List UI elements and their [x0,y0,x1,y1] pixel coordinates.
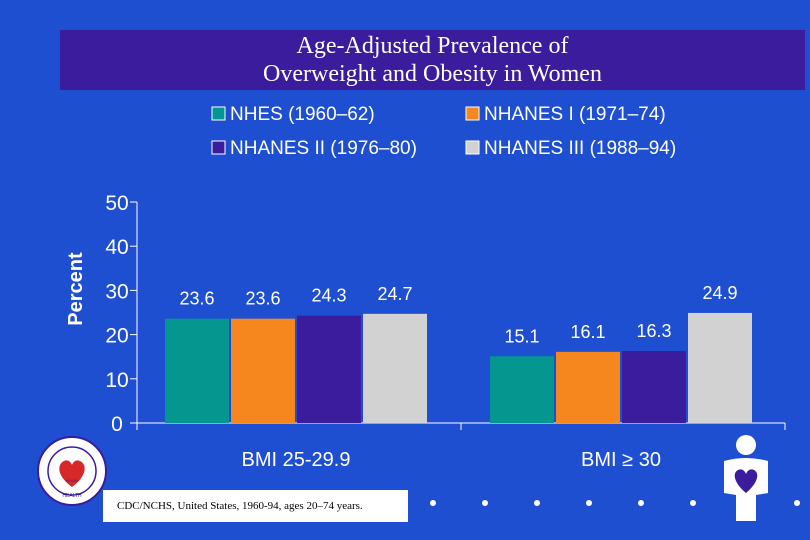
source-footnote: CDC/NCHS, United States, 1960-94, ages 2… [103,490,408,522]
bar [622,350,686,423]
x-category-label: BMI 25-29.9 [242,449,351,471]
bullet-dot-icon [482,500,488,506]
x-category-label: BMI ≥ 30 [581,449,661,471]
bar [231,318,295,423]
legend-label: NHANES II (1976–80) [230,138,417,159]
y-tick-label: 10 [105,369,128,392]
bar [363,313,427,423]
bar [490,356,554,423]
bar-value-label: 23.6 [245,289,280,309]
bar-value-label: 24.3 [311,286,346,306]
seal-text-bottom: HEALTH [62,493,82,499]
bar [688,312,752,423]
bar-value-label: 16.1 [570,322,605,342]
y-tick-label: 20 [105,325,128,348]
bullet-dot-icon [794,500,800,506]
bar [297,315,361,423]
bar-value-label: 15.1 [504,326,539,346]
bar-value-label: 23.6 [179,289,214,309]
y-tick-label: 50 [105,192,128,215]
legend-swatch [465,140,480,155]
chart-title-line-1: Age-Adjusted Prevalence of [296,33,569,59]
bullet-dot-icon [690,500,696,506]
y-tick-label: 40 [105,236,128,259]
legend-swatch [465,106,480,121]
bar [556,351,620,423]
bar-value-label: 16.3 [636,321,671,341]
y-axis-title: Percent [65,252,87,326]
y-tick-label: 30 [105,280,128,303]
seal-text-center: NHLBI [66,478,78,483]
heart-person-logo-icon [724,435,768,521]
legend-label: NHES (1960–62) [230,104,375,125]
title-bar: Age-Adjusted Prevalence of Overweight an… [60,30,805,90]
y-tick-label: 0 [111,413,123,436]
legend-swatch [211,106,226,121]
bar-value-label: 24.9 [702,283,737,303]
bullet-dot-icon [430,500,436,506]
chart-title-line-2: Overweight and Obesity in Women [263,61,602,87]
seal-logo-icon: HEALTH NHLBI [37,436,107,506]
bar [165,318,229,423]
bullet-dot-icon [534,500,540,506]
legend-label: NHANES III (1988–94) [484,138,676,159]
legend-label: NHANES I (1971–74) [484,104,666,125]
bullet-dot-icon [638,500,644,506]
bullet-dot-icon [586,500,592,506]
bar-value-label: 24.7 [377,284,412,304]
legend-swatch [211,140,226,155]
